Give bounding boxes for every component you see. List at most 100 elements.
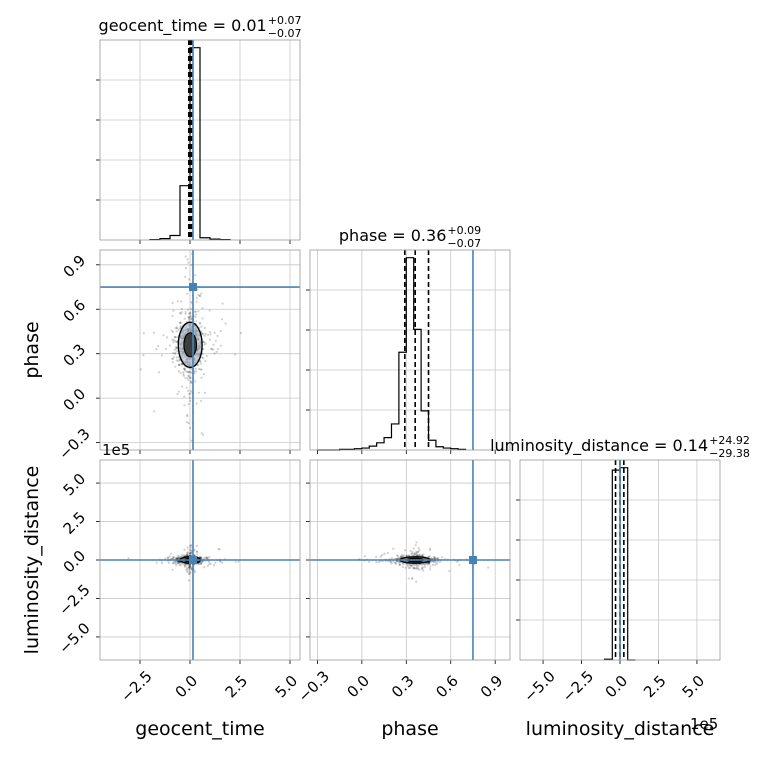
sample-point [402, 554, 405, 557]
sample-point [182, 371, 185, 374]
sample-point [208, 563, 211, 566]
sample-point [186, 551, 189, 554]
sample-point [142, 354, 145, 357]
x-tick-label-geocent_time: 0.0 [172, 672, 202, 702]
sample-point [417, 565, 420, 568]
sample-point [209, 333, 212, 336]
sample-point [197, 363, 200, 367]
sample-point [174, 561, 177, 564]
sample-point [217, 548, 220, 551]
sample-point [438, 560, 442, 564]
sample-point [200, 376, 203, 379]
x-axis-label-geocent_time: geocent_time [135, 718, 264, 740]
sample-point [409, 549, 412, 552]
sample-point [413, 567, 416, 570]
sample-point [189, 244, 191, 246]
sample-point [414, 564, 417, 567]
sample-point [198, 294, 201, 298]
sample-point [196, 553, 199, 556]
sample-point [199, 368, 202, 371]
sample-point [422, 569, 425, 572]
sample-point [187, 579, 190, 582]
sample-point [415, 541, 418, 544]
sample-point [207, 560, 211, 563]
sample-point [186, 308, 190, 311]
sample-point [187, 566, 191, 569]
sample-point [189, 376, 192, 379]
sample-point [487, 566, 490, 569]
sample-point [188, 566, 191, 569]
sample-point [184, 266, 187, 270]
sample-point [203, 556, 206, 559]
sample-point [208, 338, 212, 341]
sample-point [423, 565, 427, 569]
sample-point [434, 557, 437, 560]
sample-point [410, 552, 413, 555]
panel-frame-1-0 [99, 249, 301, 451]
sample-point [427, 561, 431, 565]
sample-point [198, 322, 202, 325]
sample-point [178, 564, 181, 567]
y-tick-label-luminosity_distance: 5.0 [60, 470, 90, 500]
title-minus: −0.07 [268, 27, 302, 40]
sample-point [188, 565, 191, 568]
sample-point [179, 321, 182, 324]
sample-point [171, 330, 175, 334]
sample-point [409, 564, 413, 567]
sample-point [190, 552, 193, 555]
scatter-geocent_time-luminosity_distance [100, 460, 300, 660]
sample-point [202, 560, 205, 563]
sample-point [171, 357, 174, 360]
panel-title-phase: phase = 0.36+0.09 −0.07 [339, 224, 481, 250]
sample-point [188, 564, 192, 567]
sample-point [395, 560, 398, 563]
sample-point [418, 553, 421, 556]
sample-point [189, 399, 192, 402]
sample-point [189, 566, 192, 569]
x-tick-label-phase: 0.9 [477, 672, 507, 702]
sample-point [178, 363, 181, 367]
sample-point [430, 560, 433, 563]
sample-point [187, 315, 190, 319]
sample-point [185, 553, 189, 557]
sample-point [415, 580, 418, 583]
sample-point [171, 357, 175, 360]
sample-point [410, 564, 413, 567]
sample-point [185, 465, 187, 467]
sample-point [184, 312, 187, 315]
sample-point [174, 347, 178, 350]
hist-bin [406, 258, 413, 450]
sample-point [197, 310, 200, 313]
y-tick-label-luminosity_distance: −2.5 [55, 581, 93, 619]
sample-point [171, 315, 174, 318]
sample-point [199, 294, 202, 298]
y-tick-label-luminosity_distance: 0.0 [60, 547, 90, 577]
sample-point [410, 564, 413, 567]
sample-point [404, 566, 407, 569]
sample-point [204, 359, 207, 363]
sample-point [415, 553, 418, 556]
sample-point [423, 563, 426, 566]
sample-point [400, 555, 403, 558]
sample-point [206, 333, 210, 336]
scatter-geocent_time-phase [100, 244, 300, 467]
sample-point [383, 552, 386, 555]
sample-point [428, 562, 431, 566]
sample-point [172, 339, 176, 342]
sample-point [187, 278, 191, 281]
sample-point [187, 563, 190, 566]
sample-point [411, 550, 414, 553]
sample-point [177, 363, 180, 366]
sample-point [401, 565, 404, 569]
sample-point [188, 548, 191, 551]
sample-point [213, 331, 216, 334]
sample-point [177, 562, 180, 565]
sample-point [194, 274, 197, 277]
sample-point [183, 563, 186, 566]
sample-point [176, 300, 179, 303]
sample-point [193, 569, 196, 572]
sample-point [186, 415, 189, 418]
hist-bin [429, 440, 436, 450]
sample-point [188, 552, 192, 555]
